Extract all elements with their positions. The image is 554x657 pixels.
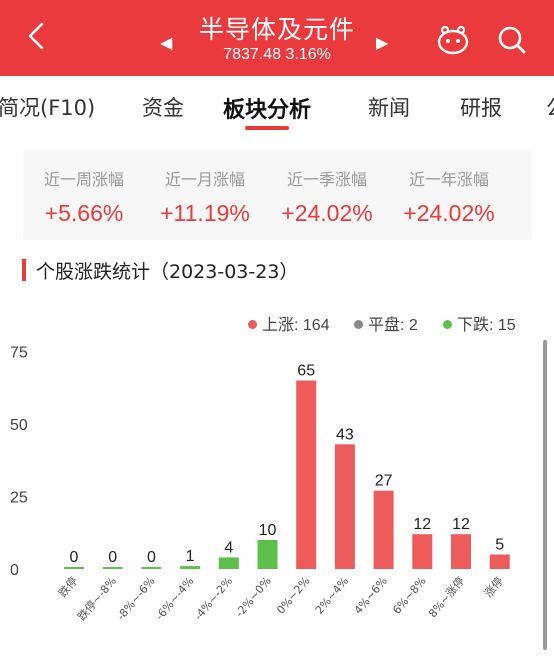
- bar: [451, 534, 471, 569]
- bar-value-label: 43: [336, 426, 354, 443]
- y-tick-label: 25: [10, 490, 28, 507]
- bar: [334, 444, 355, 569]
- bar: [218, 557, 239, 569]
- scrollbar[interactable]: [543, 340, 547, 650]
- section-accent-bar: [22, 259, 26, 281]
- legend-flat-label: 平盘: 2: [368, 317, 418, 334]
- bar-value-label: 65: [297, 363, 315, 380]
- y-tick-label: 0: [10, 562, 19, 579]
- tab-more-partial[interactable]: 公: [546, 92, 554, 122]
- tab-overview-f10[interactable]: 简况(F10): [0, 96, 96, 120]
- y-tick-label: 75: [10, 345, 28, 362]
- bar: [373, 490, 394, 569]
- x-tick-label: 4%~6%: [352, 575, 390, 617]
- bar-value-label: 12: [452, 516, 470, 533]
- x-tick-label: 2%~4%: [313, 575, 351, 617]
- bar-value-label: 0: [147, 549, 156, 566]
- bar-value-label: 12: [413, 516, 431, 533]
- tab-sector-analysis[interactable]: 板块分析: [223, 98, 312, 123]
- x-tick-label: 跌停~-8%: [74, 574, 119, 623]
- down-dot-icon: [443, 320, 452, 329]
- legend-up-label: 上涨: 164: [262, 317, 330, 334]
- stat-value: +24.02%: [403, 200, 495, 226]
- x-tick-label: 8%~涨停: [425, 574, 467, 620]
- back-button[interactable]: [20, 18, 56, 54]
- bar: [141, 567, 162, 569]
- bar-value-label: 1: [186, 548, 195, 565]
- stat-label: 近一年涨幅: [408, 170, 489, 189]
- bar: [489, 554, 510, 569]
- x-tick-label: 跌停: [55, 574, 80, 600]
- bar-value-label: 4: [224, 539, 233, 556]
- x-tick-label: -6%~-4%: [153, 575, 196, 623]
- performance-panel: 近一周涨幅 +5.66% 近一月涨幅 +11.19% 近一季涨幅 +24.02%…: [23, 150, 531, 240]
- active-tab-indicator: [245, 126, 289, 130]
- tab-funds[interactable]: 资金: [142, 96, 184, 120]
- bar: [257, 540, 278, 569]
- stat-label: 近一周涨幅: [43, 170, 124, 189]
- tab-news[interactable]: 新闻: [368, 96, 410, 120]
- search-button[interactable]: [496, 24, 528, 60]
- bar-value-label: 5: [495, 537, 504, 554]
- stat-quarter: 近一季涨幅 +24.02%: [267, 150, 387, 227]
- section-title: 个股涨跌统计（2023-03-23）: [36, 261, 299, 283]
- x-tick-label: -8%~-6%: [114, 575, 157, 623]
- legend-down-label: 下跌: 15: [457, 317, 516, 334]
- flat-dot-icon: [354, 320, 363, 329]
- bar: [296, 380, 317, 569]
- up-dot-icon: [248, 320, 257, 329]
- bar: [412, 534, 433, 569]
- legend-down: 下跌: 15: [443, 311, 516, 335]
- bar-value-label: 27: [375, 473, 393, 490]
- x-tick-label: -2%~0%: [233, 575, 274, 620]
- page-title: 半导体及元件: [198, 15, 355, 44]
- index-quote: 7837.48 3.16%: [223, 46, 331, 63]
- stat-month: 近一月涨幅 +11.19%: [145, 150, 265, 227]
- app-header: ◀ 半导体及元件 ▶ 7837.48 3.16%: [0, 0, 554, 76]
- bar-value-label: 0: [70, 549, 79, 566]
- tab-bar: 简况(F10) 资金 板块分析 新闻 研报 公: [0, 76, 554, 136]
- bar: [102, 567, 123, 569]
- stat-label: 近一季涨幅: [286, 170, 367, 189]
- chevron-left-icon: [28, 22, 44, 50]
- legend-up: 上涨: 164: [248, 311, 330, 335]
- bar: [64, 567, 84, 569]
- rise-fall-chart: 0 25 50 75 0 跌停 0 跌停~-8% 0 -8%~-6% 1 -6%~-4% 4 -4%~-2…: [10, 345, 510, 623]
- tab-research[interactable]: 研报: [460, 96, 502, 120]
- x-tick-label: 涨停: [481, 574, 506, 600]
- prev-sector-button[interactable]: ◀: [160, 33, 173, 52]
- bar-value-label: 0: [108, 549, 117, 566]
- y-tick-label: 50: [10, 417, 28, 434]
- bar: [180, 566, 201, 569]
- search-icon: [498, 26, 526, 54]
- x-tick-label: 0%~2%: [274, 575, 312, 617]
- legend-flat: 平盘: 2: [354, 311, 418, 335]
- stat-week: 近一周涨幅 +5.66%: [24, 150, 144, 227]
- stat-value: +11.19%: [160, 200, 250, 226]
- stat-label: 近一月涨幅: [164, 170, 245, 189]
- mascot-icon: [437, 25, 469, 55]
- mascot-button[interactable]: [436, 24, 470, 60]
- stat-year: 近一年涨幅 +24.02%: [389, 150, 509, 227]
- x-tick-label: -4%~-2%: [192, 575, 235, 623]
- bar-value-label: 10: [259, 522, 277, 539]
- x-tick-label: 6%~8%: [390, 575, 428, 617]
- next-sector-button[interactable]: ▶: [376, 33, 389, 52]
- stat-value: +5.66%: [44, 200, 124, 226]
- stat-value: +24.02%: [281, 200, 373, 226]
